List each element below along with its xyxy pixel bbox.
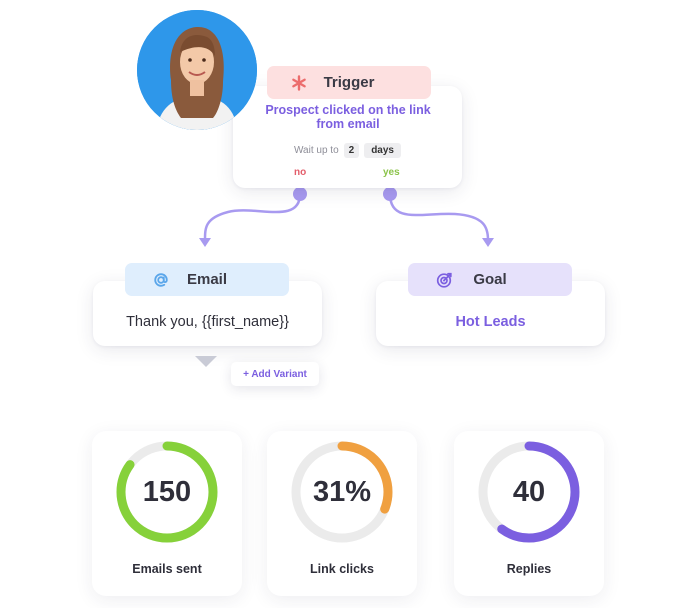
progress-ring bbox=[291, 441, 393, 543]
arrow-email bbox=[199, 238, 211, 247]
stat-value: 150 bbox=[142, 475, 192, 508]
trigger-pill: Trigger bbox=[267, 66, 431, 99]
wait-row: Wait up to 2 days bbox=[233, 143, 462, 158]
stat-card-emails-sent: 150 Emails sent bbox=[92, 431, 242, 596]
goal-pill: Goal bbox=[408, 263, 572, 296]
target-icon bbox=[436, 271, 453, 288]
progress-ring bbox=[478, 441, 580, 543]
no-label: no bbox=[294, 167, 307, 178]
wait-prefix: Wait up to bbox=[293, 145, 339, 156]
no-handle bbox=[293, 187, 307, 201]
variant-caret bbox=[195, 356, 217, 367]
at-sign-icon bbox=[153, 272, 169, 288]
goal-body: Hot Leads bbox=[455, 314, 526, 330]
yes-label: yes bbox=[383, 167, 400, 178]
avatar bbox=[137, 10, 257, 130]
stat-value: 31% bbox=[312, 475, 372, 508]
email-title: Email bbox=[186, 271, 228, 288]
goal-title: Goal bbox=[473, 271, 507, 288]
stat-value: 40 bbox=[512, 475, 546, 508]
email-pill: Email bbox=[125, 263, 289, 296]
trigger-condition: Prospect clicked on the link from email bbox=[265, 103, 431, 131]
arrow-goal bbox=[482, 238, 494, 247]
add-variant-button[interactable]: + Add Variant bbox=[231, 362, 319, 386]
add-variant-label: + Add Variant bbox=[243, 368, 307, 380]
email-body: Thank you, {{first_name}} bbox=[126, 314, 289, 330]
wait-unit-select[interactable]: days bbox=[364, 143, 401, 158]
stat-card-link-clicks: 31% Link clicks bbox=[267, 431, 417, 596]
yes-handle bbox=[383, 187, 397, 201]
wait-value-field[interactable]: 2 bbox=[343, 143, 360, 158]
stat-label: Emails sent bbox=[132, 562, 202, 576]
progress-ring bbox=[116, 441, 218, 543]
trigger-card[interactable] bbox=[233, 86, 462, 188]
stat-label: Link clicks bbox=[310, 562, 374, 576]
stat-label: Replies bbox=[506, 562, 552, 576]
asterisk-icon bbox=[291, 74, 307, 91]
trigger-title: Trigger bbox=[323, 74, 375, 91]
stat-card-replies: 40 Replies bbox=[454, 431, 604, 596]
